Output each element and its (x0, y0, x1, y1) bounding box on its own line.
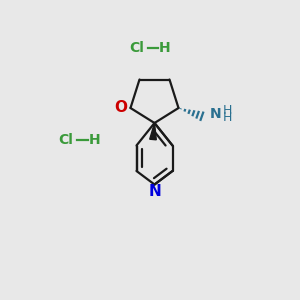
Text: H: H (89, 133, 100, 146)
Text: N: N (210, 107, 222, 121)
Text: H: H (223, 111, 232, 124)
Text: O: O (114, 100, 128, 115)
Text: Cl: Cl (58, 133, 74, 146)
Text: N: N (148, 184, 161, 199)
Text: H: H (159, 41, 171, 55)
Text: Cl: Cl (129, 41, 144, 55)
Text: H: H (223, 104, 232, 117)
Polygon shape (150, 123, 156, 140)
